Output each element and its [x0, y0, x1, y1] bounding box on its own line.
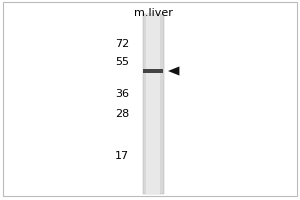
Bar	[146, 14, 160, 194]
Text: 72: 72	[115, 39, 129, 49]
Text: 36: 36	[115, 89, 129, 99]
Bar	[143, 69, 163, 73]
Bar	[142, 14, 164, 194]
Text: 28: 28	[115, 109, 129, 119]
Text: 55: 55	[115, 57, 129, 67]
Text: 17: 17	[115, 151, 129, 161]
Polygon shape	[168, 66, 179, 76]
Text: m.liver: m.liver	[134, 8, 172, 18]
